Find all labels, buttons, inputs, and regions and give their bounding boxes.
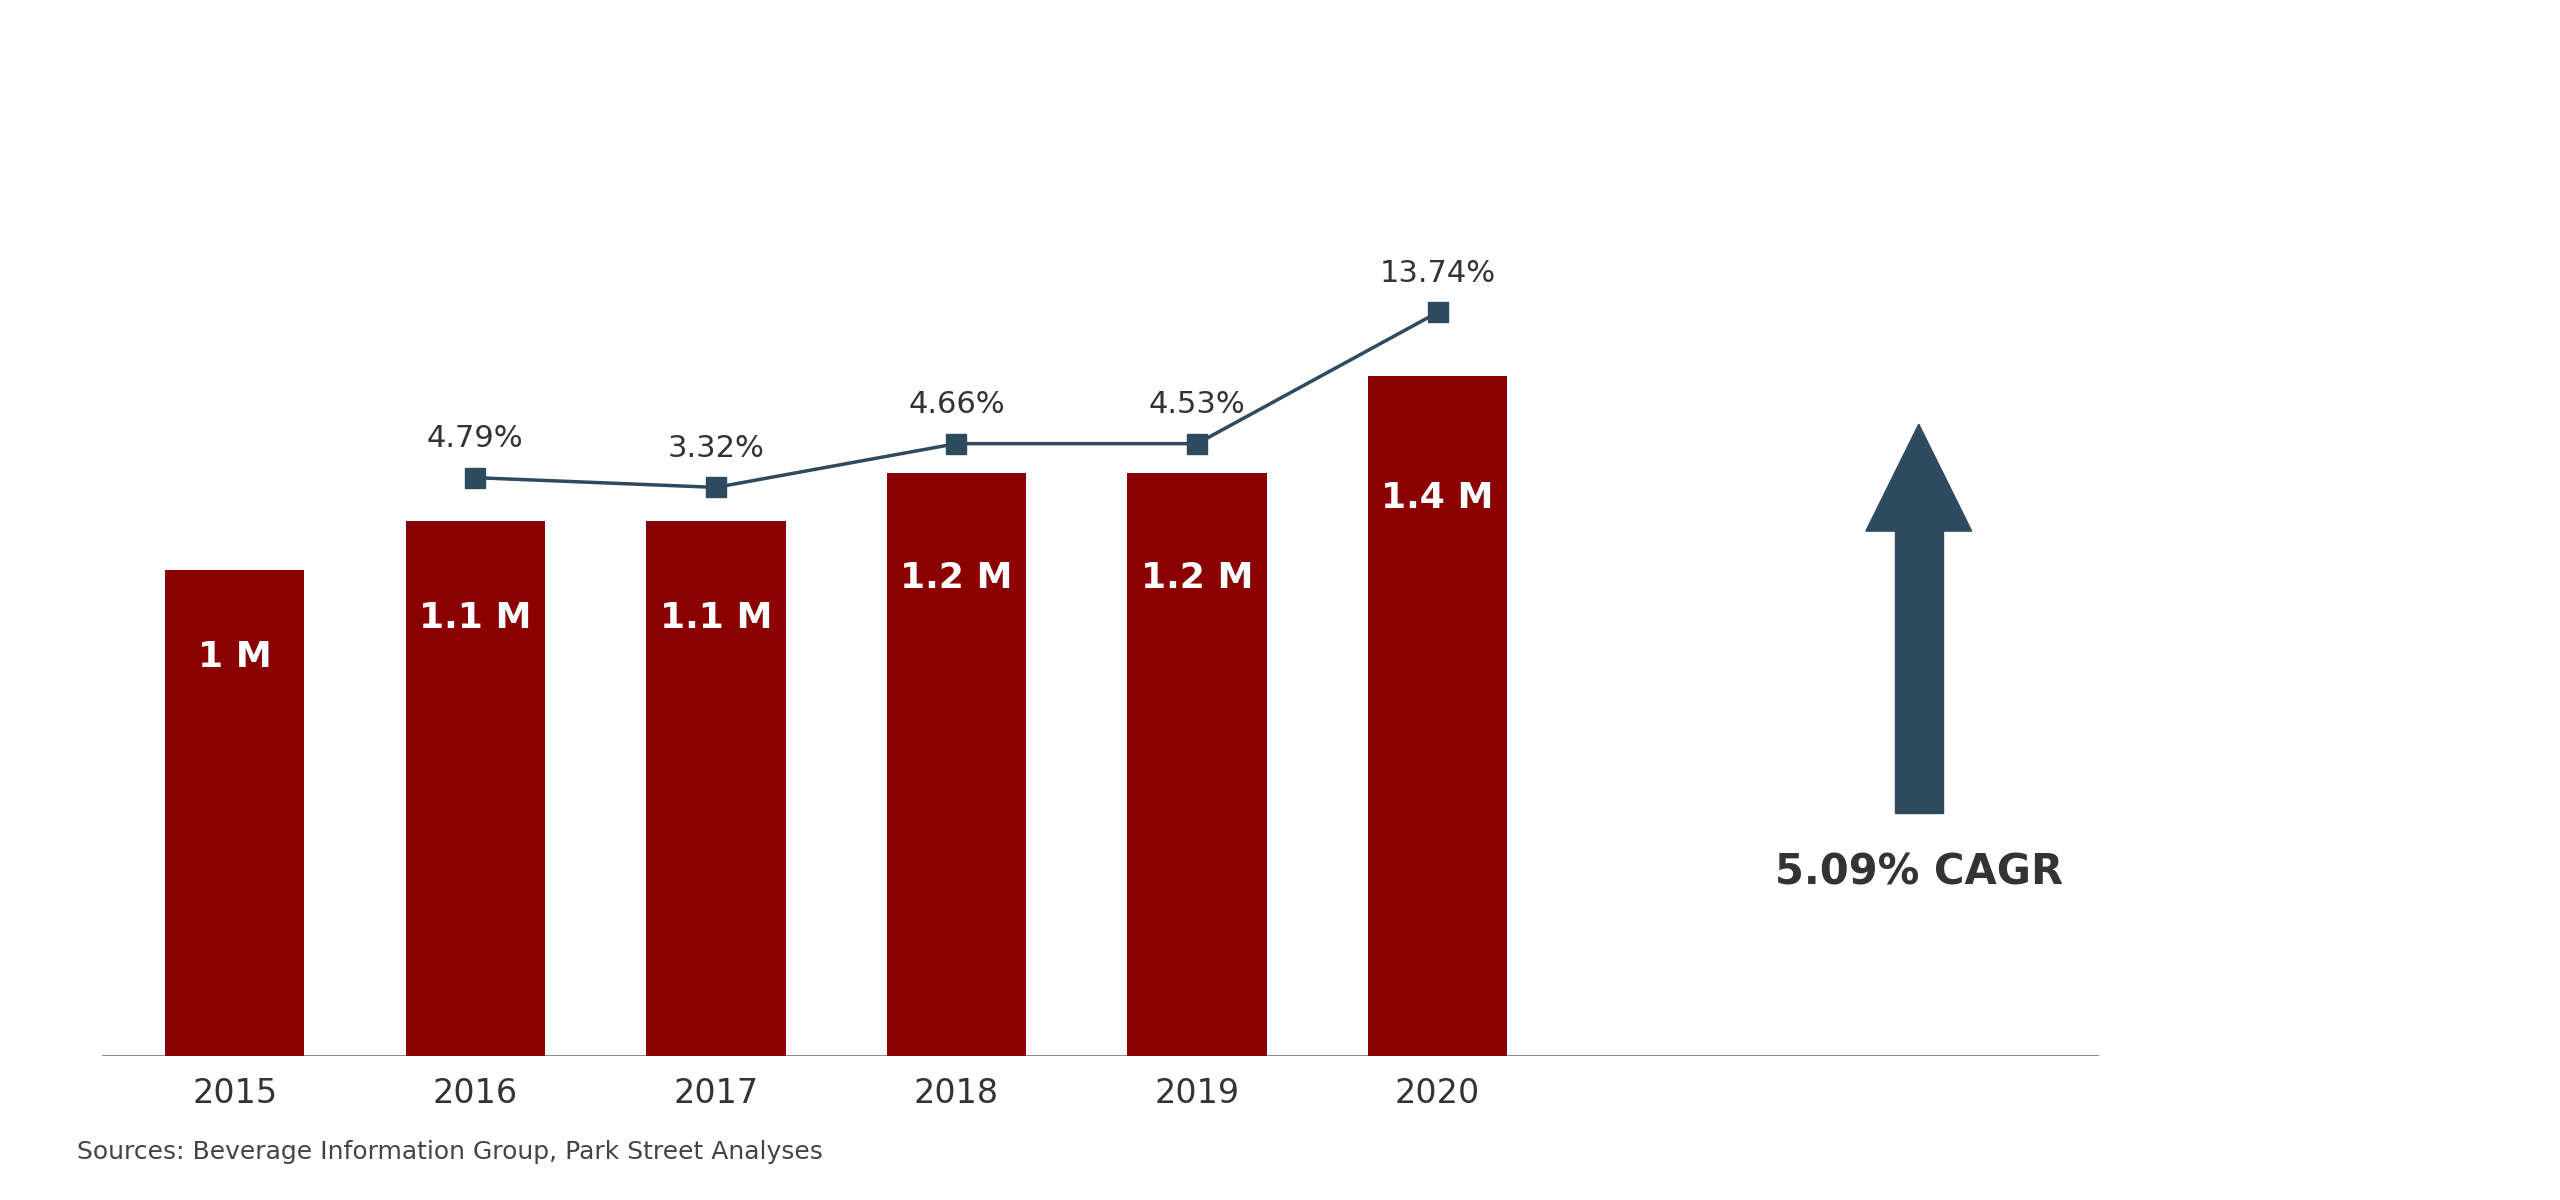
Text: 1 M: 1 M xyxy=(197,641,271,674)
Text: Sources: Beverage Information Group, Park Street Analyses: Sources: Beverage Information Group, Par… xyxy=(77,1140,822,1164)
Text: 5.09% CAGR: 5.09% CAGR xyxy=(1774,852,2063,894)
Text: 1.2 M: 1.2 M xyxy=(1142,560,1254,595)
Text: 4.53%: 4.53% xyxy=(1149,390,1244,419)
Polygon shape xyxy=(1894,532,1943,814)
Text: 1.1 M: 1.1 M xyxy=(660,601,773,635)
Text: 4.66%: 4.66% xyxy=(909,390,1004,419)
Bar xyxy=(404,521,545,1056)
Text: 4.79%: 4.79% xyxy=(428,425,525,454)
Polygon shape xyxy=(1866,424,1971,532)
Text: 1.2 M: 1.2 M xyxy=(901,560,1014,595)
Text: 3.32%: 3.32% xyxy=(668,434,765,463)
Text: 1.1 M: 1.1 M xyxy=(420,601,532,635)
Bar xyxy=(645,521,786,1056)
Bar xyxy=(1126,473,1267,1056)
Bar xyxy=(1367,376,1508,1056)
Bar xyxy=(886,473,1027,1056)
Text: 13.74%: 13.74% xyxy=(1380,259,1495,288)
Bar xyxy=(164,570,305,1056)
Text: 1.4 M: 1.4 M xyxy=(1382,481,1495,515)
